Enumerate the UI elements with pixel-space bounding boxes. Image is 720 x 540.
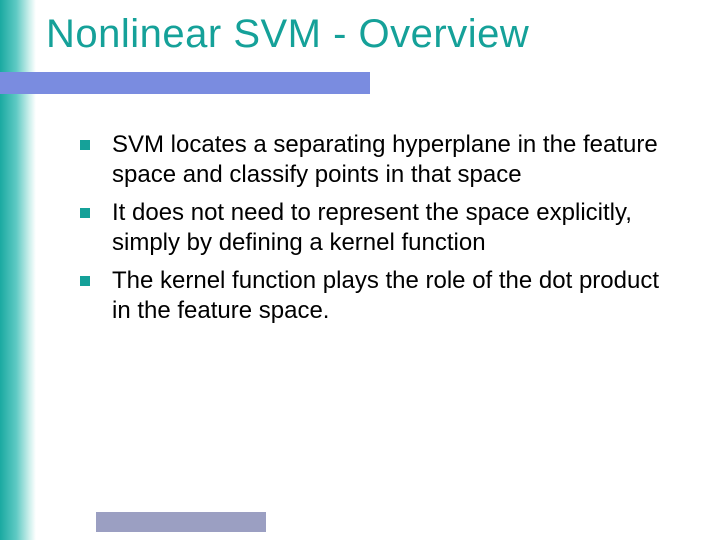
bullet-text: The kernel function plays the role of th… xyxy=(112,266,660,326)
title-underline-bar xyxy=(0,72,370,94)
square-bullet-icon xyxy=(80,208,90,218)
list-item: The kernel function plays the role of th… xyxy=(80,266,660,326)
bullet-text: SVM locates a separating hyperplane in t… xyxy=(112,130,660,190)
square-bullet-icon xyxy=(80,276,90,286)
list-item: SVM locates a separating hyperplane in t… xyxy=(80,130,660,190)
bullet-list: SVM locates a separating hyperplane in t… xyxy=(80,130,660,334)
list-item: It does not need to represent the space … xyxy=(80,198,660,258)
bottom-accent-bar xyxy=(96,512,266,532)
square-bullet-icon xyxy=(80,140,90,150)
slide-title: Nonlinear SVM - Overview xyxy=(46,12,529,57)
bullet-text: It does not need to represent the space … xyxy=(112,198,660,258)
